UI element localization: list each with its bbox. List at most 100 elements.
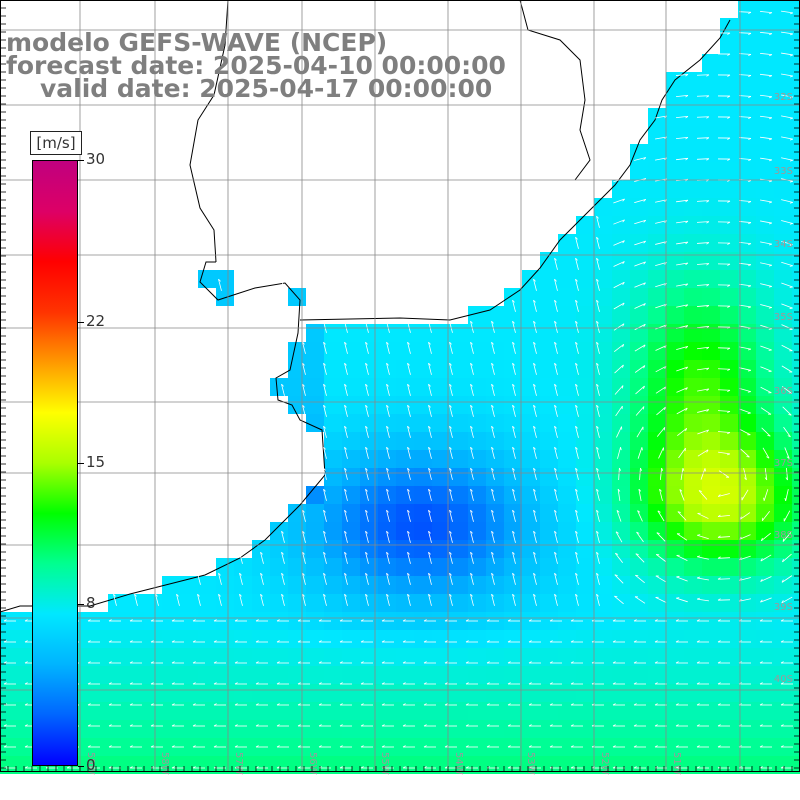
wind-arrow (575, 552, 579, 564)
wind-arrow (344, 594, 348, 606)
wind-arrow-head (155, 593, 158, 597)
wind-arrow-head (470, 551, 473, 555)
field-cell (684, 684, 702, 702)
wind-arrow-head (486, 724, 490, 727)
wind-arrow-head (748, 53, 752, 56)
colorbar-tick-mark (78, 766, 84, 767)
wind-arrow-head (491, 488, 494, 492)
field-cell (630, 558, 648, 576)
wind-arrow-head (675, 640, 679, 643)
field-cell (468, 360, 486, 378)
field-cell (360, 486, 378, 504)
wind-arrow-head (449, 509, 452, 513)
wind-arrow-head (24, 703, 28, 706)
wind-arrow (407, 552, 411, 564)
field-cell (648, 342, 666, 360)
wind-arrow (634, 198, 646, 204)
field-cell (666, 126, 684, 144)
field-cell (414, 720, 432, 738)
field-cell (504, 468, 522, 486)
field-cell (234, 576, 252, 594)
field-cell (576, 594, 594, 612)
wind-arrow-head (381, 640, 385, 643)
wind-arrow-head (171, 682, 175, 685)
field-cell (216, 270, 234, 288)
field-cell (486, 396, 504, 414)
field-cell (702, 162, 720, 180)
wind-arrow (741, 489, 749, 501)
wind-arrow-head (171, 703, 175, 706)
wind-arrow-head (727, 200, 731, 203)
wind-arrow-head (533, 362, 536, 366)
field-cell (612, 504, 630, 522)
field-cell (468, 648, 486, 666)
field-cell (756, 36, 774, 54)
wind-arrow-head (768, 159, 773, 162)
field-cell (288, 396, 306, 414)
wind-arrow (697, 388, 709, 392)
wind-arrow-head (596, 320, 599, 324)
wind-arrow-head (465, 661, 469, 664)
wind-arrow-head (759, 682, 763, 685)
field-cell (702, 576, 720, 594)
wind-arrow (635, 385, 645, 395)
wind-arrow-head (622, 323, 625, 327)
wind-arrow-head (381, 661, 385, 664)
field-cell (270, 630, 288, 648)
field-cell (756, 126, 774, 144)
wind-arrow-head (428, 320, 431, 324)
wind-arrow (634, 303, 646, 309)
field-cell (450, 666, 468, 684)
wind-arrow-head (129, 640, 133, 643)
field-cell (360, 378, 378, 396)
wind-arrow-head (213, 745, 217, 748)
field-cell (288, 540, 306, 558)
field-cell (792, 324, 800, 342)
field-cell (396, 324, 414, 342)
wind-arrow-head (323, 446, 326, 450)
field-cell (126, 594, 144, 612)
wind-arrow-head (675, 766, 679, 769)
wind-arrow-head (696, 597, 701, 600)
wind-arrow-head (554, 341, 557, 345)
wind-arrow (554, 342, 558, 354)
wind-arrow (634, 344, 646, 352)
wind-arrow (386, 552, 390, 564)
wind-arrows (3, 10, 794, 769)
field-cell (738, 288, 756, 306)
wind-arrow-head (575, 446, 578, 450)
field-cell (180, 630, 198, 648)
field-cell (774, 468, 792, 486)
wind-arrow-head (192, 640, 196, 643)
field-cell (630, 306, 648, 324)
field-cell (324, 504, 342, 522)
wind-arrow (365, 405, 369, 417)
wind-arrow-head (239, 572, 242, 576)
wind-arrow (613, 240, 625, 246)
field-cell (522, 360, 540, 378)
field-cell (522, 702, 540, 720)
wind-arrow (697, 556, 709, 560)
field-cell (108, 684, 126, 702)
wind-arrow-head (549, 745, 553, 748)
wind-arrow (470, 552, 474, 564)
field-cell (792, 0, 800, 18)
wind-arrow-head (407, 572, 410, 576)
field-cell (504, 432, 522, 450)
wind-arrow-head (66, 766, 70, 769)
wind-arrow-head (512, 320, 515, 324)
wind-arrow-head (685, 262, 689, 266)
field-cell (414, 702, 432, 720)
wind-arrow (739, 428, 751, 436)
wind-arrow-head (782, 538, 785, 542)
field-cell (576, 234, 594, 252)
wind-arrow-head (423, 745, 427, 748)
wind-arrow (781, 303, 793, 309)
field-cell (666, 702, 684, 720)
wind-arrow (717, 536, 731, 538)
field-cell (396, 468, 414, 486)
wind-arrow-head (323, 383, 326, 387)
wind-arrow-head (596, 299, 599, 303)
field-cell (774, 288, 792, 306)
wind-arrow-head (449, 425, 452, 429)
